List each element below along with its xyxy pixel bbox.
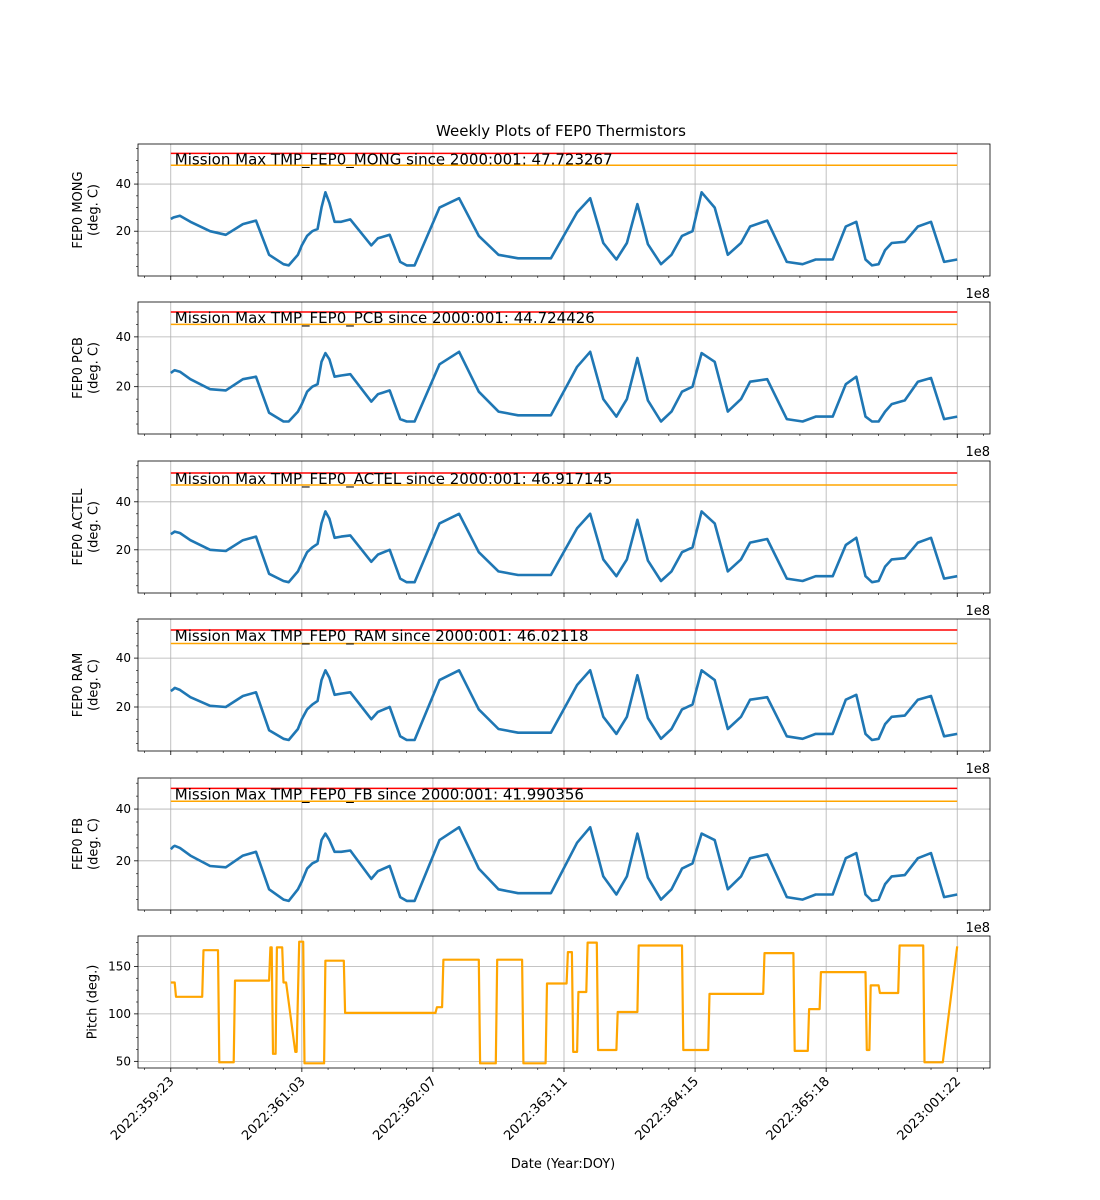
y-axis-label-line: Pitch (deg.) bbox=[86, 965, 101, 1040]
y-tick-label: 50 bbox=[116, 1054, 131, 1068]
y-axis-label: Pitch (deg.) bbox=[86, 965, 101, 1040]
y-tick-label: 20 bbox=[116, 380, 131, 394]
x-offset-label: 1e8 bbox=[965, 762, 990, 777]
y-axis-label: FEP0 MONG(deg. C) bbox=[71, 171, 102, 248]
y-axis-label-line: (deg. C) bbox=[87, 342, 102, 394]
subplot-5: 20 40 Mission Max TMP_FEP0_FB since 2000:0… bbox=[71, 777, 991, 936]
x-axis-label: Date (Year:DOY) bbox=[511, 1157, 616, 1172]
x-tick-label: 2022:361:03 bbox=[239, 1074, 308, 1143]
y-axis-label: FEP0 RAM(deg. C) bbox=[71, 653, 102, 718]
mission-max-annotation: Mission Max TMP_FEP0_RAM since 2000:001:… bbox=[175, 627, 589, 646]
subplot-6: 50 100 150 Pitch (deg.) bbox=[86, 935, 991, 1072]
y-axis-label-line: (deg. C) bbox=[87, 184, 102, 236]
y-tick-label: 20 bbox=[116, 543, 131, 557]
x-tick-labels: 2022:359:23 2022:361:03 2022:362:07 2022:36… bbox=[108, 1074, 964, 1143]
y-axis-label-line: (deg. C) bbox=[87, 501, 102, 553]
y-tick-label: 20 bbox=[116, 224, 131, 238]
subplot-3: 20 40 Mission Max TMP_FEP0_ACTEL since 200… bbox=[71, 460, 991, 619]
y-axis-label-line: FEP0 MONG bbox=[71, 171, 86, 248]
x-offset-label: 1e8 bbox=[965, 604, 990, 619]
x-tick-label: 2023:001:22 bbox=[895, 1074, 964, 1143]
x-offset-label: 1e8 bbox=[965, 287, 990, 302]
y-axis-label-line: (deg. C) bbox=[87, 659, 102, 711]
temperature-series-line bbox=[170, 668, 958, 742]
y-tick-label: 20 bbox=[116, 854, 131, 868]
y-tick-label: 40 bbox=[116, 495, 131, 509]
subplot-1: 20 40 Mission Max TMP_FEP0_MONG since 2000… bbox=[71, 143, 991, 302]
temperature-series-line bbox=[170, 191, 958, 267]
x-tick-label: 2022:365:18 bbox=[764, 1074, 833, 1143]
y-tick-label: 20 bbox=[116, 700, 131, 714]
x-tick-label: 2022:364:15 bbox=[632, 1074, 701, 1143]
y-tick-label: 40 bbox=[116, 177, 131, 191]
y-axis-label-line: FEP0 PCB bbox=[71, 337, 86, 399]
subplot-2: 20 40 Mission Max TMP_FEP0_PCB since 2000:… bbox=[71, 301, 991, 460]
y-axis-label: FEP0 ACTEL(deg. C) bbox=[71, 488, 102, 566]
y-tick-label: 100 bbox=[108, 1007, 131, 1021]
y-axis-label-line: FEP0 FB bbox=[71, 818, 86, 870]
temperature-series-line bbox=[170, 350, 958, 423]
pitch-series-line bbox=[170, 940, 959, 1065]
mission-max-annotation: Mission Max TMP_FEP0_PCB since 2000:001:… bbox=[175, 309, 595, 328]
mission-max-annotation: Mission Max TMP_FEP0_FB since 2000:001: … bbox=[175, 785, 584, 804]
y-tick-label: 40 bbox=[116, 802, 131, 816]
x-tick-label: 2022:362:07 bbox=[370, 1074, 439, 1143]
mission-max-annotation: Mission Max TMP_FEP0_MONG since 2000:001… bbox=[175, 150, 613, 169]
y-axis-label: FEP0 FB(deg. C) bbox=[71, 818, 102, 870]
figure-title: Weekly Plots of FEP0 Thermistors bbox=[436, 122, 686, 140]
y-axis-label-line: FEP0 RAM bbox=[71, 653, 86, 718]
temperature-series-line bbox=[170, 510, 958, 584]
y-axis-label-line: (deg. C) bbox=[87, 818, 102, 870]
y-axis-label: FEP0 PCB(deg. C) bbox=[71, 337, 102, 399]
y-tick-label: 40 bbox=[116, 330, 131, 344]
x-tick-label: 2022:363:11 bbox=[501, 1074, 570, 1143]
x-tick-label: 2022:359:23 bbox=[108, 1074, 177, 1143]
y-tick-label: 40 bbox=[116, 651, 131, 665]
temperature-series-line bbox=[169, 825, 958, 903]
y-axis-label-line: FEP0 ACTEL bbox=[71, 488, 86, 566]
mission-max-annotation: Mission Max TMP_FEP0_ACTEL since 2000:00… bbox=[175, 470, 613, 489]
x-offset-label: 1e8 bbox=[965, 921, 990, 936]
subplot-4: 20 40 Mission Max TMP_FEP0_RAM since 2000:… bbox=[71, 618, 991, 777]
y-tick-label: 150 bbox=[108, 959, 131, 973]
plots-group: 20 40 Mission Max TMP_FEP0_MONG since 2000… bbox=[71, 143, 991, 1072]
x-offset-label: 1e8 bbox=[965, 445, 990, 460]
